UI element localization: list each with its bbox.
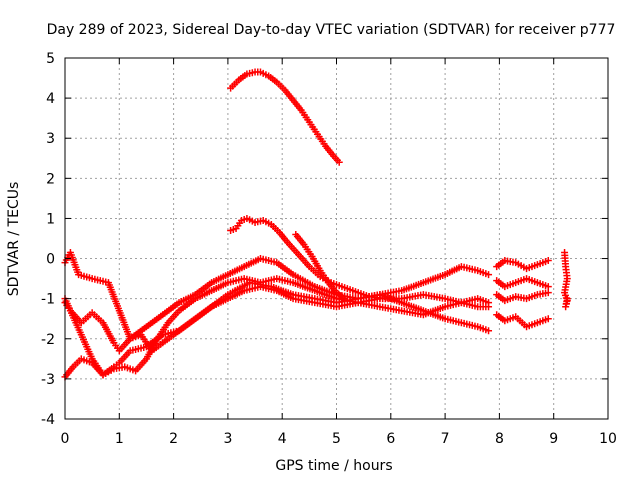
x-tick-label: 9 <box>549 431 558 447</box>
data-point <box>485 271 493 279</box>
data-point <box>485 303 493 311</box>
y-tick-label: 3 <box>46 131 55 147</box>
series-late-group-1 <box>493 257 552 273</box>
data-point <box>485 327 493 335</box>
x-tick-label: 2 <box>169 431 178 447</box>
series-late-group-4 <box>493 311 552 331</box>
y-tick-label: -3 <box>41 372 55 388</box>
y-tick-label: 0 <box>46 252 55 268</box>
y-axis-label: SDTVAR / TECUs <box>6 182 22 297</box>
grid-lines <box>65 58 608 419</box>
data-points <box>61 68 571 381</box>
y-tick-label: -4 <box>41 412 55 428</box>
x-tick-label: 7 <box>441 431 450 447</box>
data-point <box>335 158 343 166</box>
data-point <box>544 289 552 297</box>
series-track-d <box>61 283 493 379</box>
data-point <box>544 257 552 265</box>
x-tick-label: 3 <box>223 431 232 447</box>
x-axis-label: GPS time / hours <box>275 458 392 474</box>
data-point <box>544 283 552 291</box>
chart-title: Day 289 of 2023, Sidereal Day-to-day VTE… <box>47 22 616 38</box>
data-point <box>544 315 552 323</box>
y-tick-label: -1 <box>41 292 55 308</box>
x-tick-label: 8 <box>495 431 504 447</box>
data-point <box>563 295 571 303</box>
y-tick-label: 2 <box>46 171 55 187</box>
x-tick-label: 6 <box>386 431 395 447</box>
x-tick-label: 0 <box>61 431 70 447</box>
y-tick-label: 4 <box>46 91 55 107</box>
y-tick-label: 5 <box>46 51 55 67</box>
series-late-group-3 <box>493 289 552 305</box>
x-tick-label: 10 <box>599 431 617 447</box>
x-tick-label: 4 <box>278 431 287 447</box>
y-tick-label: -2 <box>41 332 55 348</box>
axis-ticks: 0 1 2 3 4 5 6 7 8 9 10 -4 -3 -2 -1 0 1 2 3 4 5 <box>41 51 617 447</box>
x-tick-label: 1 <box>115 431 124 447</box>
series-late-group-2 <box>493 275 552 291</box>
series-track-high-arc <box>227 68 343 166</box>
series-late-edge <box>561 249 571 311</box>
x-tick-label: 5 <box>332 431 341 447</box>
y-tick-label: 1 <box>46 211 55 227</box>
